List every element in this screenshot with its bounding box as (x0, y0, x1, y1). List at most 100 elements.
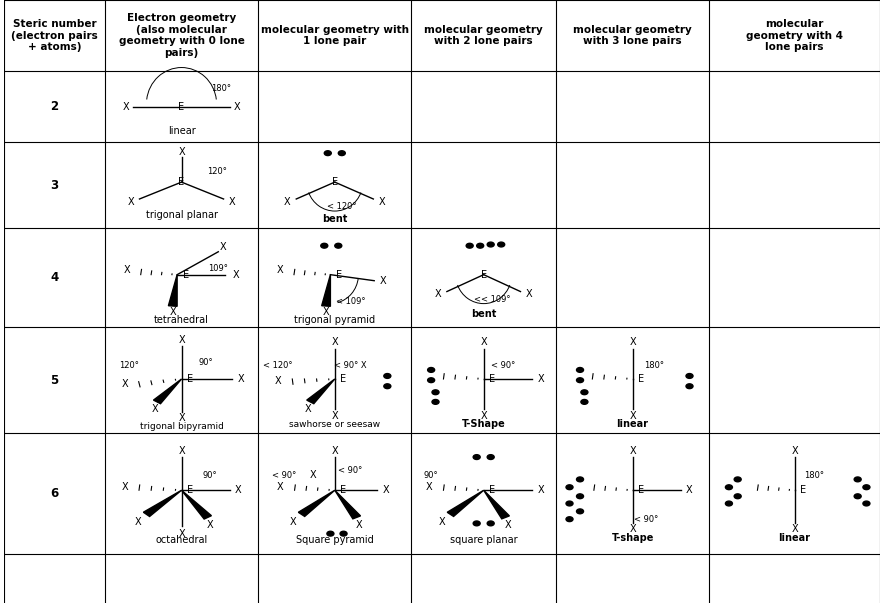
Text: E: E (480, 270, 487, 280)
Circle shape (566, 485, 573, 490)
Text: E: E (800, 485, 806, 495)
Circle shape (854, 494, 862, 499)
Text: X: X (121, 482, 128, 492)
Text: < 90° X: < 90° X (334, 361, 367, 370)
Text: X: X (438, 517, 445, 526)
Circle shape (576, 494, 583, 499)
Text: X: X (505, 520, 511, 529)
Text: E: E (341, 485, 347, 495)
Text: X: X (277, 265, 284, 275)
Text: X: X (332, 411, 338, 421)
Text: X: X (310, 470, 316, 480)
Text: X: X (123, 102, 129, 112)
Circle shape (477, 243, 484, 248)
Text: X: X (686, 485, 693, 495)
Circle shape (734, 477, 741, 482)
Text: molecular geometry
with 2 lone pairs: molecular geometry with 2 lone pairs (424, 25, 543, 46)
Circle shape (473, 455, 480, 459)
Circle shape (854, 477, 862, 482)
Text: E: E (187, 485, 194, 495)
Text: X: X (791, 446, 798, 456)
Text: X: X (128, 197, 134, 207)
Circle shape (432, 390, 439, 395)
Text: X: X (170, 307, 176, 317)
Text: linear: linear (168, 126, 195, 136)
Text: X: X (232, 270, 239, 280)
Text: < 90°: < 90° (339, 467, 363, 475)
Text: E: E (179, 102, 185, 112)
Text: T-Shape: T-Shape (462, 419, 505, 429)
Text: X: X (179, 335, 185, 345)
Circle shape (863, 485, 870, 490)
Text: 90°: 90° (199, 358, 213, 367)
Text: X: X (538, 485, 544, 495)
Text: tetrahedral: tetrahedral (154, 315, 209, 325)
Text: X: X (332, 446, 338, 456)
Circle shape (384, 384, 391, 389)
Polygon shape (181, 490, 211, 519)
Text: Steric number
(electron pairs
+ atoms): Steric number (electron pairs + atoms) (11, 19, 98, 52)
Text: < 90°: < 90° (491, 361, 515, 370)
Text: X: X (379, 276, 386, 286)
Circle shape (488, 455, 495, 459)
Polygon shape (334, 490, 361, 519)
Text: 180°: 180° (644, 361, 664, 370)
Text: X: X (121, 379, 128, 389)
Text: < 109°: < 109° (336, 297, 365, 306)
Text: 120°: 120° (207, 167, 226, 175)
Text: E: E (336, 270, 342, 280)
Text: < 90°: < 90° (634, 515, 658, 523)
Text: E: E (341, 374, 347, 384)
Circle shape (725, 485, 732, 490)
Text: linear: linear (779, 534, 810, 543)
Text: E: E (489, 374, 495, 384)
Circle shape (576, 377, 583, 383)
Text: X: X (284, 197, 290, 207)
Text: bent: bent (322, 215, 348, 224)
Text: trigonal bipyramid: trigonal bipyramid (140, 421, 224, 431)
Text: < 120°: < 120° (327, 202, 356, 210)
Text: X: X (238, 374, 245, 384)
Text: X: X (229, 197, 236, 207)
Text: 6: 6 (50, 487, 59, 500)
Text: X: X (538, 374, 544, 384)
Text: X: X (791, 525, 798, 534)
Circle shape (384, 374, 391, 379)
Circle shape (576, 509, 583, 514)
Circle shape (432, 400, 439, 405)
Text: 180°: 180° (211, 84, 231, 93)
Circle shape (581, 400, 588, 405)
Text: E: E (332, 177, 338, 187)
Text: X: X (629, 446, 636, 456)
Polygon shape (298, 490, 334, 516)
Text: 3: 3 (50, 178, 59, 192)
Circle shape (566, 501, 573, 506)
Circle shape (863, 501, 870, 506)
Text: E: E (179, 177, 185, 187)
Text: molecular geometry
with 3 lone pairs: molecular geometry with 3 lone pairs (573, 25, 692, 46)
Text: X: X (356, 520, 363, 529)
Text: E: E (489, 485, 495, 495)
Text: T-shape: T-shape (612, 534, 654, 543)
Text: sawhorse or seesaw: sawhorse or seesaw (290, 420, 380, 429)
Circle shape (334, 243, 341, 248)
Text: X: X (480, 336, 487, 347)
Text: X: X (179, 529, 185, 538)
Text: Electron geometry
(also molecular
geometry with 0 lone
pairs): Electron geometry (also molecular geomet… (119, 13, 245, 58)
Circle shape (734, 494, 741, 499)
Circle shape (340, 531, 347, 536)
Text: X: X (332, 336, 338, 347)
Text: 180°: 180° (803, 471, 824, 479)
Text: X: X (152, 404, 158, 414)
Text: 4: 4 (50, 271, 59, 284)
Text: X: X (382, 485, 389, 495)
Polygon shape (143, 490, 181, 517)
Text: linear: linear (617, 419, 649, 429)
Text: X: X (480, 411, 487, 421)
Circle shape (473, 521, 480, 526)
Text: X: X (526, 289, 532, 299)
Text: square planar: square planar (450, 535, 517, 545)
Polygon shape (153, 379, 181, 403)
Polygon shape (447, 490, 484, 516)
Text: E: E (187, 374, 194, 384)
